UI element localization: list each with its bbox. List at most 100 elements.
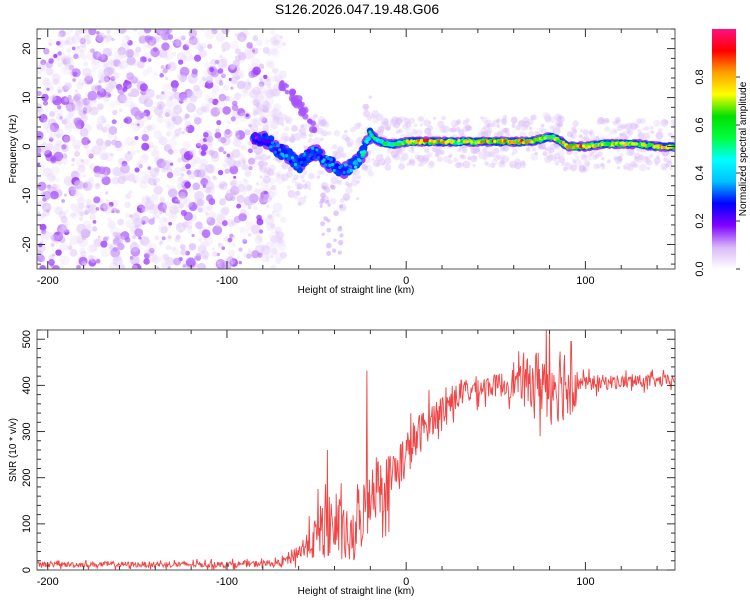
noise-blob (229, 165, 239, 175)
noise-blob (270, 88, 278, 97)
haze-blob (655, 131, 664, 140)
noise-blob (97, 68, 104, 75)
haze-blob (538, 142, 546, 150)
noise-blob (93, 99, 97, 103)
noise-blob (88, 258, 97, 267)
noise-blob (72, 95, 80, 103)
haze-blob (255, 153, 261, 160)
haze-blob (552, 124, 561, 133)
noise-blob (87, 254, 94, 261)
haze-blob (649, 125, 654, 130)
noise-blob (46, 87, 50, 91)
noise-blob (127, 83, 134, 91)
noise-blob (254, 93, 265, 104)
noise-blob (87, 204, 98, 215)
secondary-blob (288, 89, 296, 97)
noise-blob (57, 184, 62, 188)
noise-blob (61, 153, 68, 159)
signal-blob (480, 140, 484, 144)
noise-blob (142, 130, 147, 135)
noise-blob (125, 219, 134, 229)
noise-blob (109, 101, 116, 108)
noise-blob (165, 244, 172, 250)
haze-blob (667, 132, 673, 138)
haze-blob (293, 132, 302, 141)
noise-blob (193, 117, 202, 125)
signal-blob (290, 156, 295, 160)
noise-blob (224, 158, 230, 164)
secondary-blob (294, 94, 299, 99)
noise-blob (71, 163, 75, 167)
noise-blob (185, 50, 191, 56)
noise-blob (269, 231, 279, 241)
haze-blob (408, 158, 416, 165)
signal-blob (290, 162, 295, 168)
haze-blob (670, 118, 675, 127)
noise-blob (70, 203, 78, 211)
tail-blob (338, 225, 342, 229)
haze-blob (405, 126, 411, 132)
noise-blob (103, 62, 109, 68)
noise-blob (177, 157, 183, 163)
haze-blob (377, 125, 385, 133)
noise-blob (184, 181, 191, 189)
haze-blob (421, 156, 429, 164)
noise-blob (74, 30, 81, 36)
tail-blob (326, 250, 332, 256)
noise-blob (178, 196, 188, 205)
noise-blob (226, 153, 231, 158)
noise-blob (187, 186, 195, 194)
haze-blob (470, 155, 478, 163)
noise-blob (139, 179, 149, 190)
noise-blob (270, 235, 279, 244)
noise-blob (98, 33, 103, 38)
haze-blob (550, 143, 557, 151)
haze-blob (613, 121, 618, 126)
noise-blob (76, 82, 84, 90)
signal-blob (357, 160, 363, 166)
noise-blob (199, 49, 207, 57)
haze-blob (441, 125, 450, 134)
noise-blob (158, 223, 168, 234)
haze-blob (634, 123, 640, 129)
noise-blob (129, 214, 133, 218)
haze-blob (345, 187, 353, 195)
haze-blob (434, 149, 442, 157)
haze-blob (625, 149, 632, 156)
noise-blob (221, 197, 226, 202)
noise-blob (146, 66, 153, 73)
noise-blob (252, 106, 261, 115)
signal-blob (365, 140, 369, 144)
noise-blob (63, 81, 72, 90)
noise-blob (133, 179, 137, 183)
haze-blob (383, 119, 389, 125)
noise-blob (251, 47, 259, 55)
signal-blob (524, 140, 528, 144)
haze-blob (638, 133, 643, 138)
noise-blob (117, 176, 126, 185)
noise-blob (89, 244, 97, 252)
noise-blob (168, 96, 174, 101)
noise-blob (219, 208, 228, 217)
noise-blob (82, 67, 92, 77)
noise-blob (171, 40, 175, 44)
noise-blob (267, 51, 272, 56)
signal-blob (510, 140, 514, 144)
haze-blob (361, 164, 369, 172)
haze-blob (299, 174, 305, 180)
noise-blob (196, 198, 204, 207)
noise-blob (274, 170, 283, 180)
haze-blob (344, 197, 348, 201)
noise-blob (108, 52, 113, 57)
haze-blob (290, 133, 295, 138)
haze-blob (291, 124, 298, 132)
noise-blob (250, 57, 261, 68)
noise-blob (130, 139, 137, 146)
noise-blob (274, 226, 282, 234)
noise-blob (222, 106, 231, 115)
noise-blob (58, 30, 66, 38)
haze-blob (281, 161, 289, 170)
noise-blob (165, 184, 170, 189)
noise-blob (242, 237, 247, 243)
haze-blob (313, 137, 321, 145)
